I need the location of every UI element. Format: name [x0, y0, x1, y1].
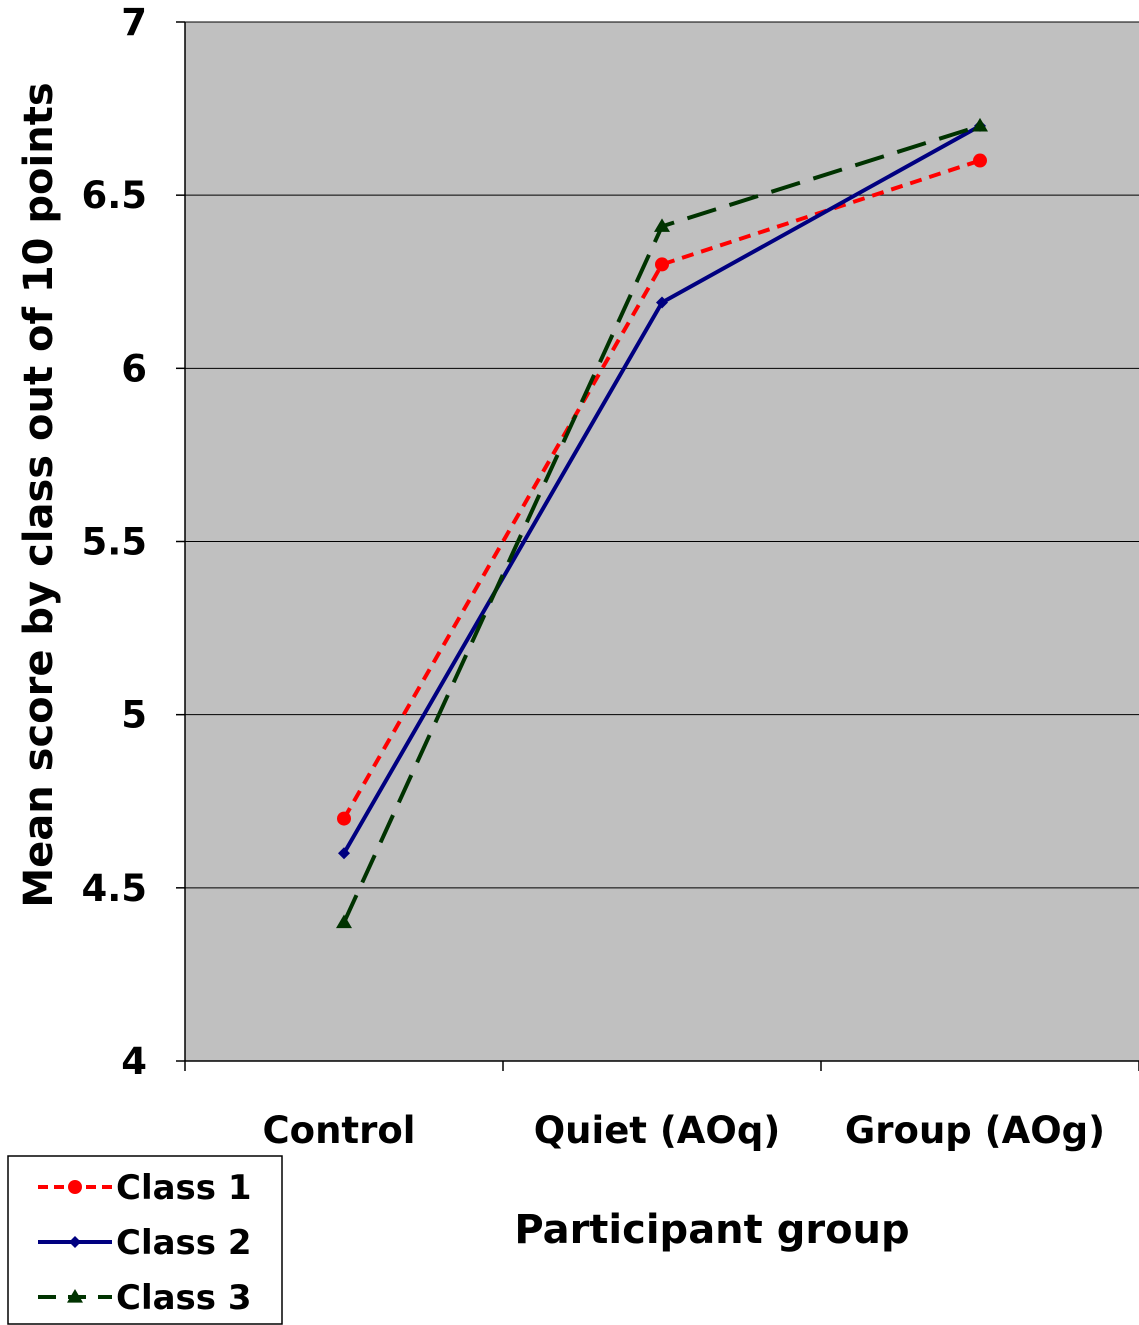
data-point-class-3: [972, 117, 988, 132]
legend-label: Class 1: [116, 1168, 252, 1208]
data-point-class-1: [655, 257, 669, 272]
legend-label: Class 3: [116, 1278, 252, 1318]
series-group: [336, 117, 988, 929]
data-point-class-1: [337, 811, 351, 826]
data-point-class-3: [336, 914, 352, 929]
y-axis-title: Mean score by class out of 10 points: [16, 82, 62, 907]
y-axis-ticks: 4 4.5 5 5.5 6 6.5 7: [81, 1, 185, 1083]
y-tick-label: 4.5: [81, 867, 147, 910]
legend-swatch-marker: [68, 1180, 82, 1194]
legend-label: Class 2: [116, 1223, 252, 1263]
y-tick-label: 5.5: [81, 521, 147, 564]
legend-swatch-marker: [69, 1236, 81, 1248]
x-axis-title: Participant group: [514, 1207, 909, 1253]
x-axis-ticks: Control Quiet (AOq) Group (AOg): [184, 1061, 1139, 1152]
x-tick-label: Group (AOg): [845, 1109, 1105, 1152]
data-point-class-2: [338, 847, 350, 860]
gridlines: [185, 21, 1139, 889]
data-point-class-1: [973, 153, 987, 168]
series-line-class-1: [342, 158, 981, 820]
x-tick-label: Control: [263, 1109, 416, 1152]
y-tick-label: 7: [121, 1, 147, 44]
data-point-class-2: [656, 296, 668, 309]
x-tick-label: Quiet (AOq): [534, 1109, 781, 1152]
y-tick-label: 5: [121, 694, 147, 737]
y-tick-label: 6.5: [81, 174, 147, 217]
y-tick-label: 4: [121, 1040, 147, 1083]
legend-swatch-marker: [67, 1289, 83, 1303]
y-tick-label: 6: [121, 347, 147, 390]
legend: Class 1 Class 2 Class 3: [7, 1155, 283, 1325]
data-point-class-3: [654, 218, 670, 232]
